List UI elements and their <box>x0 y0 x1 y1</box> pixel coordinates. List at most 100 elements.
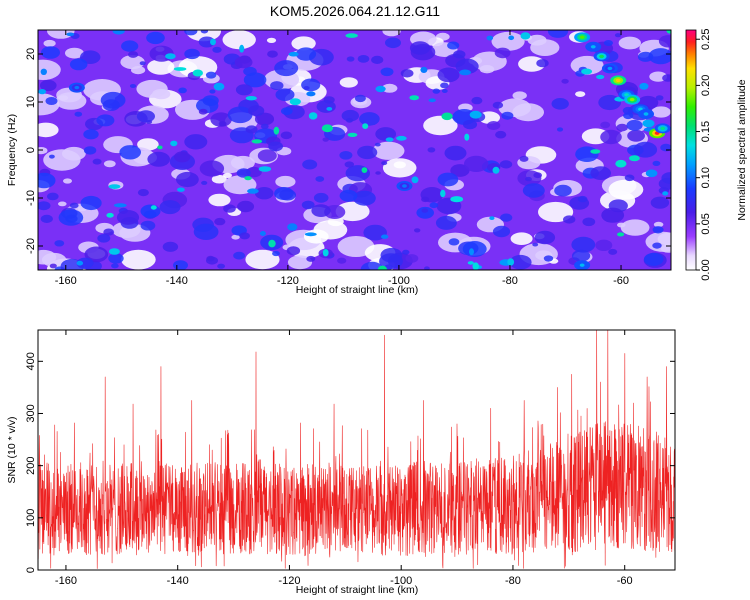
heatmap-cell <box>522 183 545 198</box>
colorbar-tick-label: 0.10 <box>700 167 712 188</box>
heatmap-cell <box>80 195 102 211</box>
heatmap-cell <box>210 112 232 127</box>
heatmap-cell <box>223 204 236 213</box>
colorbar-label: Normalized spectral amplitude <box>736 79 748 220</box>
heatmap-cell <box>231 234 240 240</box>
heatmap-cell <box>304 232 317 237</box>
heatmap-feature-core <box>579 263 585 267</box>
heatmap-cell <box>575 146 599 162</box>
heatmap-cell <box>184 30 198 36</box>
heatmap-cell <box>345 33 358 38</box>
heatmap-cell <box>614 33 622 38</box>
heatmap-cell <box>103 228 115 236</box>
x-tick-label: -80 <box>505 575 521 587</box>
heatmap-cell <box>520 32 531 40</box>
heatmap-cell <box>150 205 157 210</box>
heatmap-cell <box>193 223 219 240</box>
heatmap-cell <box>357 145 378 160</box>
heatmap-cell <box>652 226 664 234</box>
heatmap-cell <box>462 241 487 257</box>
heatmap-cell <box>281 107 293 115</box>
heatmap-cell <box>411 176 419 184</box>
heatmap-cell <box>198 36 216 48</box>
heatmap-cell <box>424 266 430 270</box>
x-tick-label: -80 <box>502 275 518 287</box>
snr-frame <box>37 329 676 571</box>
heatmap-cell <box>41 46 60 59</box>
heatmap-cell <box>213 82 225 91</box>
heatmap-cell <box>303 229 329 244</box>
heatmap-cell <box>375 127 397 141</box>
heatmap-cell <box>103 160 116 168</box>
heatmap-feature-core <box>590 45 596 49</box>
heatmap-cell <box>533 172 542 179</box>
heatmap-cell <box>581 68 593 75</box>
y-tick-label: 300 <box>25 404 37 422</box>
heatmap-cell <box>287 223 298 231</box>
heatmap-cell <box>492 101 504 109</box>
heatmap-cell <box>200 30 209 34</box>
heatmap-cell <box>159 200 181 215</box>
colorbar-tick-label: 0.20 <box>700 75 712 96</box>
heatmap-cell <box>38 122 59 138</box>
heatmap-cell <box>633 141 658 158</box>
heatmap-cell <box>662 74 671 82</box>
heatmap-cell <box>508 35 515 41</box>
colorbar: 0.00 0.05 0.10 0.15 0.20 0.25 Normalized spec… <box>685 29 748 281</box>
heatmap-cell <box>472 262 479 270</box>
heatmap-cell <box>577 195 588 203</box>
heatmap-cell <box>106 212 114 218</box>
heatmap-cell <box>642 119 655 128</box>
heatmap-cell <box>206 256 218 265</box>
heatmap-cell <box>396 135 407 141</box>
heatmap-cell <box>121 40 139 52</box>
heatmap-x-axis-label: Height of straight line (km) <box>296 284 419 296</box>
heatmap-cell <box>427 147 436 153</box>
heatmap-cell <box>40 214 53 223</box>
heatmap-cell <box>273 126 280 135</box>
heatmap-cell <box>400 69 414 78</box>
heatmap-cell <box>494 47 511 59</box>
heatmap-cell <box>519 155 529 162</box>
heatmap-cell <box>469 248 474 256</box>
heatmap-cell <box>184 48 200 60</box>
heatmap-cell <box>136 110 155 123</box>
heatmap-cell <box>234 56 253 69</box>
x-tick-label: -140 <box>167 575 189 587</box>
heatmap-feature-core <box>607 66 613 71</box>
heatmap-cell <box>243 72 267 88</box>
heatmap-cell <box>322 249 329 257</box>
heatmap-cell <box>113 203 127 208</box>
y-tick-label: -10 <box>25 190 37 206</box>
heatmap-cell <box>648 48 671 65</box>
heatmap-cell <box>244 176 252 181</box>
heatmap-cell <box>92 158 102 165</box>
heatmap-cell <box>177 187 185 192</box>
heatmap-cell <box>620 219 650 236</box>
heatmap-cell <box>245 249 280 270</box>
heatmap-cells <box>38 30 671 270</box>
heatmap-cell <box>254 112 275 126</box>
heatmap-cell <box>402 249 410 255</box>
heatmap-feature-core <box>579 35 585 39</box>
heatmap-cell <box>471 96 483 105</box>
heatmap-cell <box>645 169 658 178</box>
heatmap-cell <box>275 88 295 101</box>
heatmap-cell <box>303 86 310 90</box>
heatmap-cell <box>178 87 187 94</box>
heatmap-cell <box>421 208 429 213</box>
heatmap-cell <box>247 188 259 194</box>
heatmap-cell <box>217 263 226 269</box>
heatmap-cell <box>260 123 269 129</box>
heatmap-cell <box>121 249 156 270</box>
heatmap-cell <box>563 215 576 224</box>
heatmap-cell <box>335 201 370 222</box>
heatmap-cell <box>243 66 257 76</box>
heatmap-cell <box>326 107 333 111</box>
heatmap-cell <box>492 225 511 238</box>
heatmap-cell <box>469 110 482 119</box>
heatmap-cell <box>441 112 453 121</box>
heatmap-cell <box>377 265 387 270</box>
